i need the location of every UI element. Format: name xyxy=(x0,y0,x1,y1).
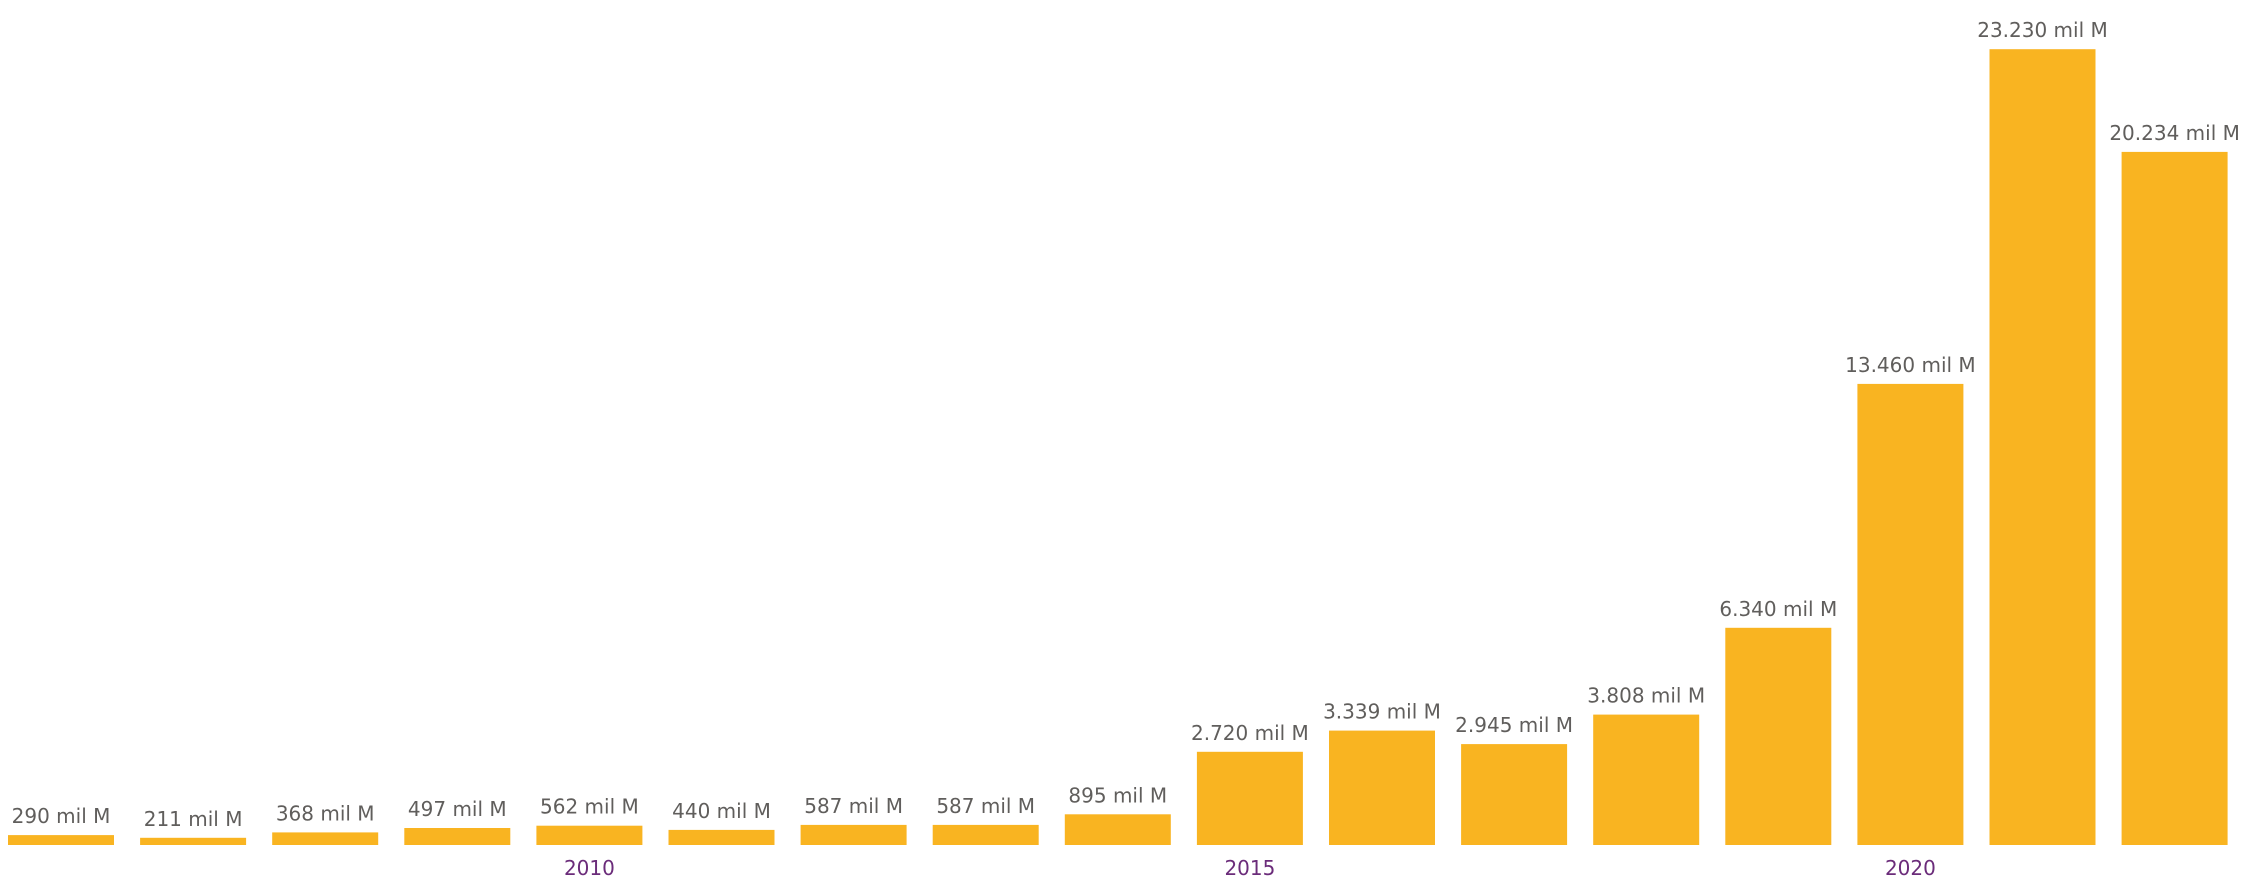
data-label-2022: 20.234 mil M xyxy=(2109,121,2240,145)
data-labels-layer: 290 mil M 211 mil M 368 mil M 497 mil M 562 … xyxy=(12,18,2240,831)
data-label-2017: 2.945 mil M xyxy=(1455,713,1573,737)
data-label-2010: 562 mil M xyxy=(540,795,639,819)
bar-2014[interactable] xyxy=(1064,814,1171,845)
bar-2012[interactable] xyxy=(800,824,907,845)
bar-2007[interactable] xyxy=(140,837,247,845)
data-label-2018: 3.808 mil M xyxy=(1587,684,1705,708)
data-label-2009: 497 mil M xyxy=(408,797,507,821)
data-label-2013: 587 mil M xyxy=(936,794,1035,818)
x-tick-label-2010: 2010 xyxy=(564,856,615,876)
bar-2022[interactable] xyxy=(2121,151,2228,845)
data-label-2008: 368 mil M xyxy=(276,801,375,825)
data-label-2015: 2.720 mil M xyxy=(1191,721,1309,745)
bar-2020[interactable] xyxy=(1857,383,1964,845)
bar-2011[interactable] xyxy=(668,829,775,845)
x-tick-label-2020: 2020 xyxy=(1885,856,1936,876)
bar-2019[interactable] xyxy=(1725,627,1832,845)
data-label-2021: 23.230 mil M xyxy=(1977,18,2108,42)
data-label-2016: 3.339 mil M xyxy=(1323,700,1441,724)
bars-layer xyxy=(8,49,2228,845)
data-label-2019: 6.340 mil M xyxy=(1719,597,1837,621)
data-label-2020: 13.460 mil M xyxy=(1845,353,1976,377)
x-axis-ticks-layer: 2010 2015 2020 xyxy=(564,856,1936,876)
bar-2009[interactable] xyxy=(404,828,511,845)
data-label-2012: 587 mil M xyxy=(804,794,903,818)
bar-2008[interactable] xyxy=(272,832,379,845)
bar-2021[interactable] xyxy=(1989,49,2096,845)
bar-2015[interactable] xyxy=(1196,751,1303,845)
x-tick-label-2015: 2015 xyxy=(1224,856,1275,876)
bar-2016[interactable] xyxy=(1329,730,1435,845)
bar-2006[interactable] xyxy=(8,835,114,845)
bar-2018[interactable] xyxy=(1593,714,1700,845)
bar-2017[interactable] xyxy=(1461,744,1568,845)
data-label-2006: 290 mil M xyxy=(12,804,111,828)
bar-2013[interactable] xyxy=(932,824,1039,845)
data-label-2014: 895 mil M xyxy=(1068,783,1167,807)
bar-2010[interactable] xyxy=(536,825,643,845)
data-label-2007: 211 mil M xyxy=(144,807,243,831)
data-label-2011: 440 mil M xyxy=(672,799,771,823)
